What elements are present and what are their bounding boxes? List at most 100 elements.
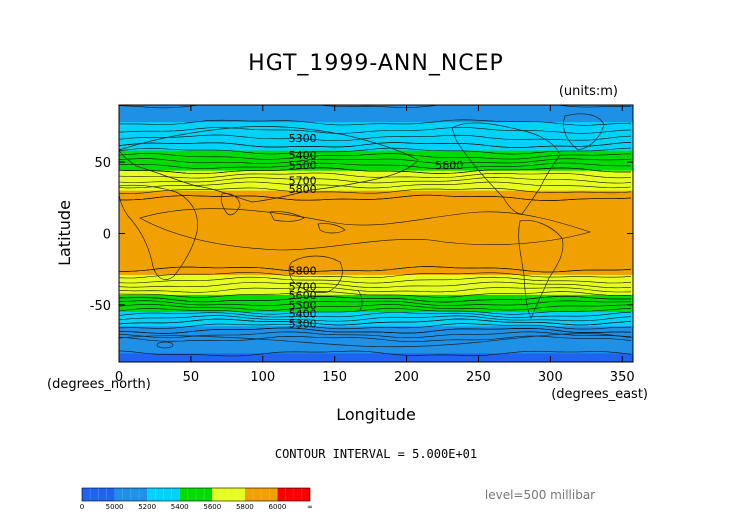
contour-line <box>119 318 632 326</box>
color-band <box>119 183 633 186</box>
color-band <box>119 262 633 265</box>
color-band <box>119 164 633 167</box>
colorbar-swatch <box>277 488 310 501</box>
color-band <box>119 270 633 273</box>
color-band <box>119 114 633 118</box>
contour-label: 5500 <box>289 299 317 312</box>
x-tick-label: 350 <box>610 370 635 385</box>
color-band <box>119 216 633 219</box>
color-band <box>119 197 633 200</box>
color-band <box>119 343 633 346</box>
color-band <box>119 316 633 319</box>
contour-line <box>119 147 632 155</box>
colorbar-frame <box>81 487 311 502</box>
color-band <box>119 346 633 349</box>
color-band <box>119 296 633 299</box>
color-band <box>119 253 633 256</box>
level-label: level=500 millibar <box>485 488 595 502</box>
color-band <box>119 354 633 357</box>
color-band <box>119 233 633 236</box>
coastline-africa <box>119 184 198 280</box>
coastline-new-zealand <box>357 289 363 311</box>
color-band <box>119 306 633 309</box>
color-band <box>119 247 633 250</box>
color-band <box>119 344 633 347</box>
color-band <box>119 329 633 332</box>
color-band <box>119 336 633 339</box>
color-band <box>119 199 633 202</box>
color-band <box>119 206 633 209</box>
x-tick-label: 150 <box>322 370 347 385</box>
color-band <box>119 203 633 206</box>
contour-line-tropical <box>139 208 592 251</box>
contour-line <box>119 181 632 189</box>
color-band <box>119 254 633 257</box>
contour-label: 5400 <box>289 149 317 162</box>
color-band <box>119 163 633 166</box>
contour-line <box>119 167 631 175</box>
x-ticks: 0 50 100 150 200 250 300 350 <box>115 105 635 385</box>
color-band <box>119 283 633 286</box>
color-band <box>119 140 633 143</box>
colorbar-label: 5600 <box>203 503 221 511</box>
color-band <box>119 353 633 356</box>
colorbar-label: 0 <box>80 503 84 511</box>
color-band <box>119 139 633 142</box>
contour-line <box>119 327 632 334</box>
color-band <box>119 174 633 177</box>
colorbar-label: 5200 <box>138 503 156 511</box>
color-band <box>119 242 633 245</box>
color-band <box>119 129 633 132</box>
color-band <box>119 113 633 116</box>
color-band <box>119 322 633 325</box>
color-band <box>119 273 633 276</box>
y-tick-label: -50 <box>90 299 111 314</box>
color-band <box>119 179 633 182</box>
color-band <box>119 194 633 197</box>
color-band <box>119 240 633 243</box>
color-band <box>119 350 633 353</box>
color-band <box>119 292 633 295</box>
contour-line <box>119 142 632 148</box>
coastline-greenland <box>563 113 605 151</box>
color-band <box>119 159 633 162</box>
coastline-north-america <box>451 122 561 215</box>
color-band <box>119 220 633 223</box>
color-band <box>119 134 633 138</box>
color-band <box>119 309 633 312</box>
contour-line <box>119 119 632 126</box>
color-band <box>119 119 633 122</box>
colorbar-label: 5400 <box>171 503 189 511</box>
contour-line <box>119 105 632 109</box>
color-band <box>119 257 633 260</box>
contour-label: 5400 <box>289 307 317 320</box>
color-band <box>119 209 633 212</box>
color-band <box>119 219 633 222</box>
color-band <box>119 173 633 176</box>
color-band <box>119 232 633 235</box>
color-band <box>119 256 633 259</box>
contour-label: 5300 <box>289 132 317 145</box>
color-band <box>119 259 633 262</box>
colorbar-label: 5800 <box>236 503 254 511</box>
coastline-europe-asia <box>119 126 419 203</box>
color-band <box>119 267 633 270</box>
color-band <box>119 210 633 213</box>
colorbar-swatch <box>179 488 213 501</box>
color-band <box>119 160 633 163</box>
color-band <box>119 244 633 247</box>
color-band <box>119 289 633 292</box>
color-band <box>119 264 633 267</box>
contour-label: 5500 <box>289 159 317 172</box>
color-band <box>119 193 633 196</box>
contour-line <box>119 276 632 284</box>
color-band <box>119 122 633 125</box>
coastline-south-america <box>518 220 564 319</box>
color-band <box>119 320 633 323</box>
contour-label: 5800 <box>289 183 317 196</box>
color-band <box>119 356 633 359</box>
color-band <box>119 313 633 316</box>
color-band <box>119 172 633 175</box>
